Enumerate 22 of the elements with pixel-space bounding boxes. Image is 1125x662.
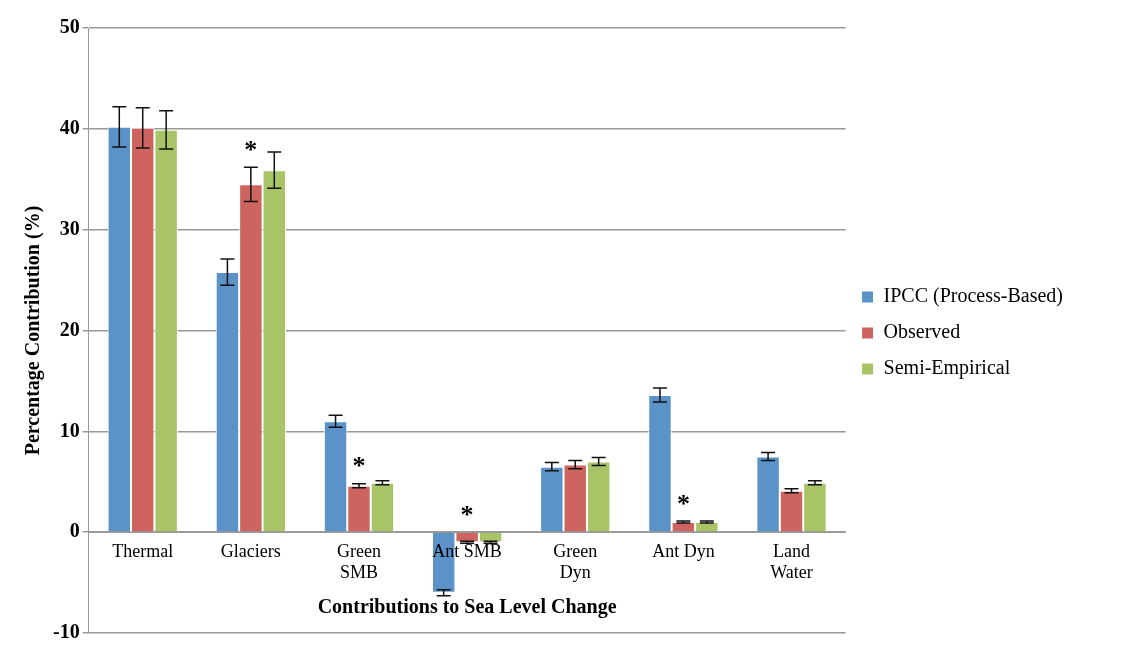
x-axis-title: Contributions to Sea Level Change (317, 594, 617, 618)
x-tick-label: Land Water (770, 540, 813, 583)
legend-label: IPCC (Process-Based) (883, 284, 1064, 308)
y-tick-label: 0 (69, 519, 80, 542)
annotation: * (352, 451, 366, 481)
x-tick-label: Glaciers (220, 540, 281, 561)
x-tick-label: Ant Dyn (652, 540, 715, 561)
x-tick-label: Green Dyn (553, 540, 598, 583)
annotation: * (244, 134, 258, 164)
y-tick-label: 30 (59, 216, 80, 239)
legend-label: Semi-Empirical (883, 356, 1011, 380)
x-tick-label: Thermal (112, 540, 174, 561)
y-tick-label: 20 (59, 317, 80, 340)
y-tick-label: 40 (59, 116, 80, 139)
x-tick-label: Green SMB (337, 540, 381, 583)
annotation: * (460, 499, 474, 529)
y-axis-title: Percentage Contribution (%) (21, 205, 45, 456)
y-tick-label: 50 (59, 15, 80, 38)
y-tick-label: 10 (59, 418, 80, 441)
annotation: * (676, 488, 690, 518)
legend-label: Observed (883, 320, 961, 343)
y-tick-label: -10 (52, 620, 80, 643)
